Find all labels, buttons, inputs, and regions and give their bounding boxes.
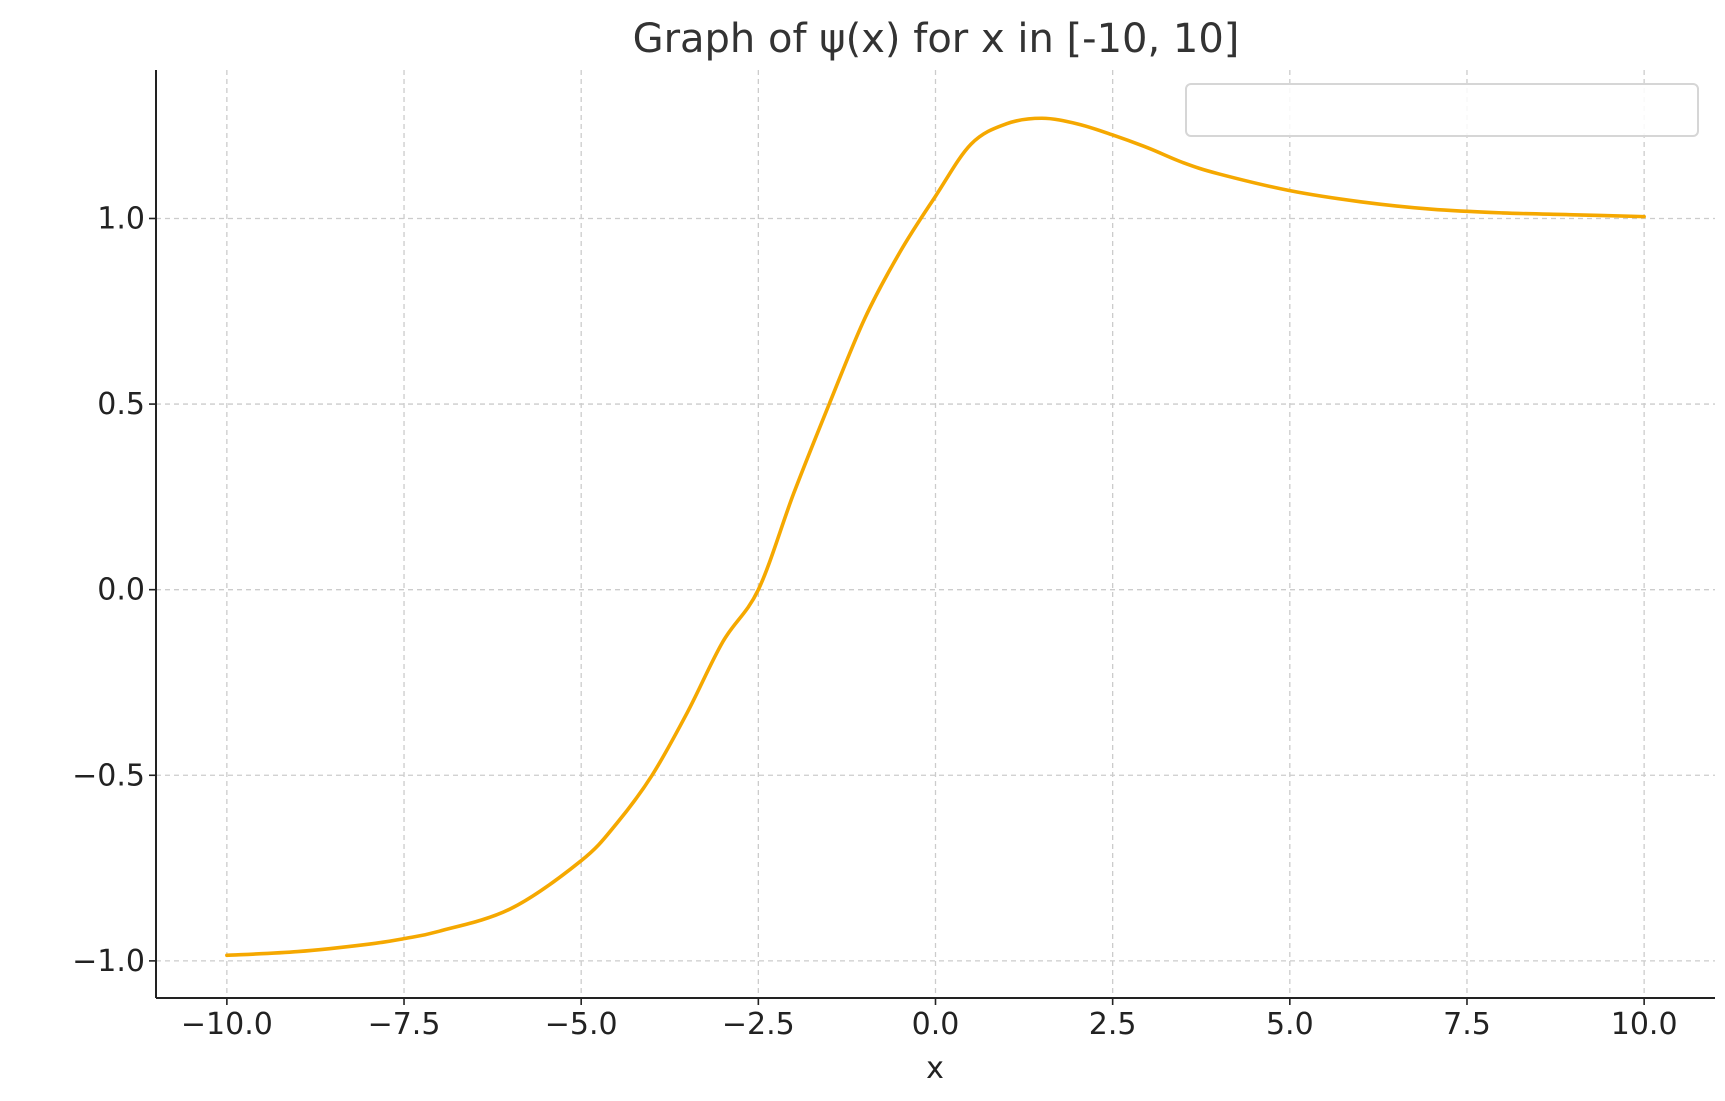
grid	[156, 70, 1715, 998]
x-tick-label: 2.5	[1089, 1007, 1137, 1042]
x-tick-label: 10.0	[1611, 1007, 1678, 1042]
x-tick-label: 0.0	[912, 1007, 960, 1042]
y-tick-label: −1.0	[72, 944, 145, 979]
y-tick-label: −0.5	[72, 758, 145, 793]
x-tick-label: 7.5	[1443, 1007, 1491, 1042]
ticks: −10.0 −7.5 −5.0 −2.5 0.0 2.5 5.0 7.5 10.0 −1.0 −0.…	[72, 201, 1677, 1042]
y-tick-label: 0.0	[97, 573, 145, 608]
legend-box	[1185, 83, 1699, 137]
y-tick-label: 1.0	[97, 201, 145, 236]
x-tick-label: −5.0	[545, 1007, 618, 1042]
series-line	[225, 116, 1646, 958]
y-tick-label: 0.5	[97, 387, 145, 422]
x-tick-label: −10.0	[181, 1007, 273, 1042]
legend	[1185, 83, 1699, 137]
x-axis-label: x	[926, 1051, 944, 1086]
x-tick-label: 5.0	[1266, 1007, 1314, 1042]
chart-title: Graph of ψ(x) for x in [-10, 10]	[633, 16, 1240, 62]
x-tick-label: −7.5	[368, 1007, 441, 1042]
x-tick-label: −2.5	[722, 1007, 795, 1042]
series	[225, 116, 1646, 958]
